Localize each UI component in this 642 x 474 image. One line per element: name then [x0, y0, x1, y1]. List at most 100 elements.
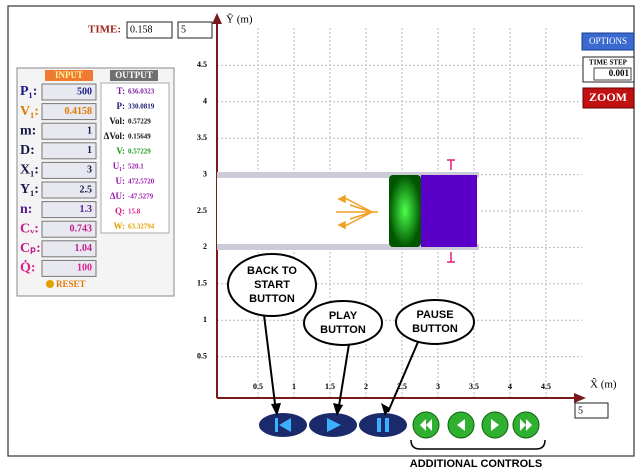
input-label: Q̇: — [20, 258, 36, 275]
x-limit: 5 — [578, 405, 583, 416]
output-value: 0.15649 — [128, 133, 151, 141]
options-button[interactable] — [581, 32, 635, 51]
input-value: 3 — [87, 165, 92, 176]
input-box[interactable] — [41, 142, 97, 160]
input-box[interactable] — [41, 103, 97, 121]
x-limit-box[interactable] — [574, 402, 609, 419]
input-label: m: — [20, 123, 36, 138]
output-header-bg — [110, 70, 158, 81]
play-callout-text: BUTTON — [320, 324, 366, 336]
output-label: P: — [117, 101, 126, 111]
back-button[interactable] — [259, 413, 307, 437]
output-label: W: — [113, 221, 125, 231]
additional-icons — [420, 419, 532, 431]
x-tick-label: 2.5 — [397, 382, 407, 391]
y-tick-label: 1.5 — [197, 279, 207, 288]
time-step: 0.001 — [609, 68, 630, 78]
output-box — [100, 82, 170, 234]
pause-button[interactable] — [359, 413, 407, 437]
y-tick-label: 2.5 — [197, 206, 207, 215]
bracket — [410, 439, 546, 450]
output-label: Vol: — [109, 116, 125, 126]
output-value: 330.0819 — [128, 103, 155, 111]
pause-callout-text: PAUSE — [416, 309, 453, 321]
time-step-input[interactable] — [593, 67, 632, 81]
gas-volume — [421, 175, 477, 247]
back-callout — [227, 253, 317, 317]
back-callout-text: START — [254, 279, 290, 291]
play-button[interactable] — [309, 413, 357, 437]
heat-arrows — [336, 194, 378, 230]
time-limit-box[interactable] — [177, 21, 213, 39]
zoom[interactable]: ZOOM — [589, 90, 627, 104]
output-value: 520.1 — [128, 163, 144, 171]
input-label: V₁: — [20, 104, 39, 119]
x-tick-label: 4 — [508, 382, 512, 391]
y-tick-label: 0.5 — [197, 351, 207, 360]
output-value: 63.32794 — [128, 223, 155, 231]
output-label: U₁: — [113, 161, 125, 171]
options[interactable]: OPTIONS — [589, 36, 627, 46]
output-label: ΔVol: — [104, 131, 125, 141]
input-value: 1 — [87, 145, 92, 156]
play-callout — [303, 300, 383, 346]
input-box[interactable] — [41, 181, 97, 199]
markers — [447, 159, 455, 263]
output-value: 0.57229 — [128, 148, 151, 156]
input-label: Y₁: — [20, 182, 39, 197]
output-label: ΔU: — [110, 191, 125, 201]
input-box[interactable] — [41, 220, 97, 238]
time-step-label: TIME STEP — [589, 59, 628, 67]
x-tick-label: 0.5 — [253, 382, 263, 391]
input-box[interactable] — [41, 122, 97, 140]
input-value: 1.04 — [75, 243, 93, 254]
piston — [389, 175, 421, 247]
x-tick-label: 4.5 — [541, 382, 551, 391]
input-label: n: — [20, 202, 32, 217]
input-box[interactable] — [41, 240, 97, 258]
back-callout-text: BUTTON — [249, 293, 295, 305]
input-value: 0.4158 — [65, 106, 93, 117]
x-label: X̂ (m) — [590, 377, 617, 390]
input-label: X₁: — [20, 163, 39, 178]
time-label: TIME: — [88, 24, 121, 36]
input-box[interactable] — [41, 201, 97, 219]
input-label: D: — [20, 143, 35, 158]
input-value: 0.743 — [70, 223, 93, 234]
output-label: Q: — [115, 206, 125, 216]
reset-icon[interactable] — [46, 280, 54, 288]
input-value: 500 — [77, 86, 92, 97]
x-tick-label: 3.5 — [469, 382, 479, 391]
input-label: Cᵥ: — [20, 221, 39, 236]
pause-callout — [395, 299, 475, 345]
output-label: V: — [116, 146, 125, 156]
output-value: 472.5720 — [128, 178, 155, 186]
y-tick-label: 3 — [203, 169, 207, 178]
output-label: T: — [117, 86, 125, 96]
input-value: 1 — [87, 125, 92, 136]
output-header: OUTPUT — [115, 70, 153, 80]
reset[interactable]: RESET — [56, 279, 86, 289]
input-box[interactable] — [41, 83, 97, 101]
x-tick-label: 1 — [292, 382, 296, 391]
time-limit: 5 — [181, 24, 186, 35]
x-tick-label: 2 — [364, 382, 368, 391]
play-callout-text: PLAY — [329, 310, 358, 322]
callout-arrows — [263, 314, 419, 413]
input-box[interactable] — [41, 161, 97, 179]
input-value: 1.3 — [80, 204, 93, 215]
time-box[interactable] — [126, 21, 173, 39]
y-arrow — [212, 13, 222, 24]
output-value: 15.8 — [128, 208, 141, 216]
input-box[interactable] — [41, 259, 97, 277]
y-tick-label: 1 — [203, 315, 207, 324]
input-label: P₁: — [20, 84, 37, 99]
additional-controls: ADDITIONAL CONTROLS — [410, 458, 542, 470]
input-value: 100 — [77, 263, 92, 274]
y-label: Ŷ (m) — [226, 14, 253, 26]
y-tick-label: 3.5 — [197, 133, 207, 142]
x-arrow — [574, 393, 586, 403]
input-header-bg — [45, 70, 93, 81]
zoom-button[interactable] — [582, 87, 635, 109]
